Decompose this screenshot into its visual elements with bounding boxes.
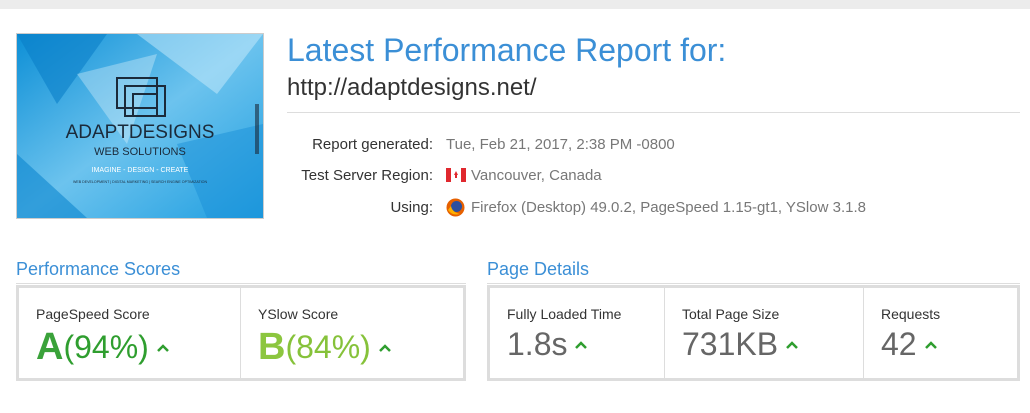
detail-cell: Total Page Size 731KB <box>665 288 864 378</box>
brand-name: ADAPTDESIGNS <box>66 122 215 143</box>
section-rule <box>16 283 466 284</box>
detail-number: 1.8s <box>507 326 568 362</box>
info-value: Firefox (Desktop) 49.0.2, PageSpeed 1.15… <box>471 199 866 216</box>
trend-caret <box>924 340 937 349</box>
detail-cell: Fully Loaded Time 1.8s <box>490 288 665 378</box>
score-grade: A <box>36 326 64 368</box>
score-grade: B <box>258 326 286 368</box>
score-percent: (84%) <box>285 329 371 365</box>
brand-tagline: WEB SOLUTIONS <box>94 146 186 158</box>
trend-caret <box>575 340 588 349</box>
detail-number: 731KB <box>682 326 779 362</box>
trend-caret <box>378 343 391 352</box>
score-label: YSlow Score <box>258 306 339 322</box>
info-label: Using: <box>390 199 433 216</box>
section-rule <box>487 283 1020 284</box>
brand-motto: IMAGINE - DESIGN - CREATE <box>92 167 189 174</box>
trend-caret <box>156 343 169 352</box>
screenshot-thumbnail: ADAPTDESIGNS WEB SOLUTIONS IMAGINE - DES… <box>16 33 264 219</box>
score-cell: YSlow Score B (84%) <box>241 288 463 378</box>
detail-value: 731KB <box>682 326 798 363</box>
divider <box>287 112 1020 113</box>
details-box: Fully Loaded Time 1.8s Total Page Size 7… <box>487 285 1020 381</box>
detail-value: 42 <box>881 326 937 363</box>
detail-label: Total Page Size <box>682 306 780 322</box>
score-label: PageSpeed Score <box>36 306 150 322</box>
info-value: Tue, Feb 21, 2017, 2:38 PM -0800 <box>446 136 675 153</box>
score-value: A (94%) <box>36 326 169 369</box>
info-label: Report generated: <box>312 136 433 153</box>
detail-value: 1.8s <box>507 326 588 363</box>
firefox-icon <box>446 198 465 217</box>
detail-label: Fully Loaded Time <box>507 306 622 322</box>
thumbnail-art: ADAPTDESIGNS WEB SOLUTIONS IMAGINE - DES… <box>17 34 263 218</box>
canada-flag <box>446 168 466 182</box>
trend-caret <box>786 340 798 349</box>
detail-cell: Requests 42 <box>864 288 1017 378</box>
score-cell: PageSpeed Score A (94%) <box>19 288 241 378</box>
brand-services: WEB DEVELOPMENT | DIGITAL MARKETING | SE… <box>73 180 208 184</box>
report-title: Latest Performance Report for: <box>287 32 727 68</box>
section-title: Page Details <box>487 259 590 279</box>
top-bar <box>0 0 1030 9</box>
report-url[interactable]: http://adaptdesigns.net/ <box>287 74 537 101</box>
section-title: Performance Scores <box>16 259 181 279</box>
score-value: B (84%) <box>258 326 391 369</box>
scores-box: PageSpeed Score A (94%) YSlow Score B (8… <box>16 285 466 381</box>
detail-number: 42 <box>881 326 917 362</box>
info-label: Test Server Region: <box>301 167 433 184</box>
score-percent: (94%) <box>63 329 149 365</box>
detail-label: Requests <box>881 306 941 322</box>
info-value: Vancouver, Canada <box>471 167 602 184</box>
